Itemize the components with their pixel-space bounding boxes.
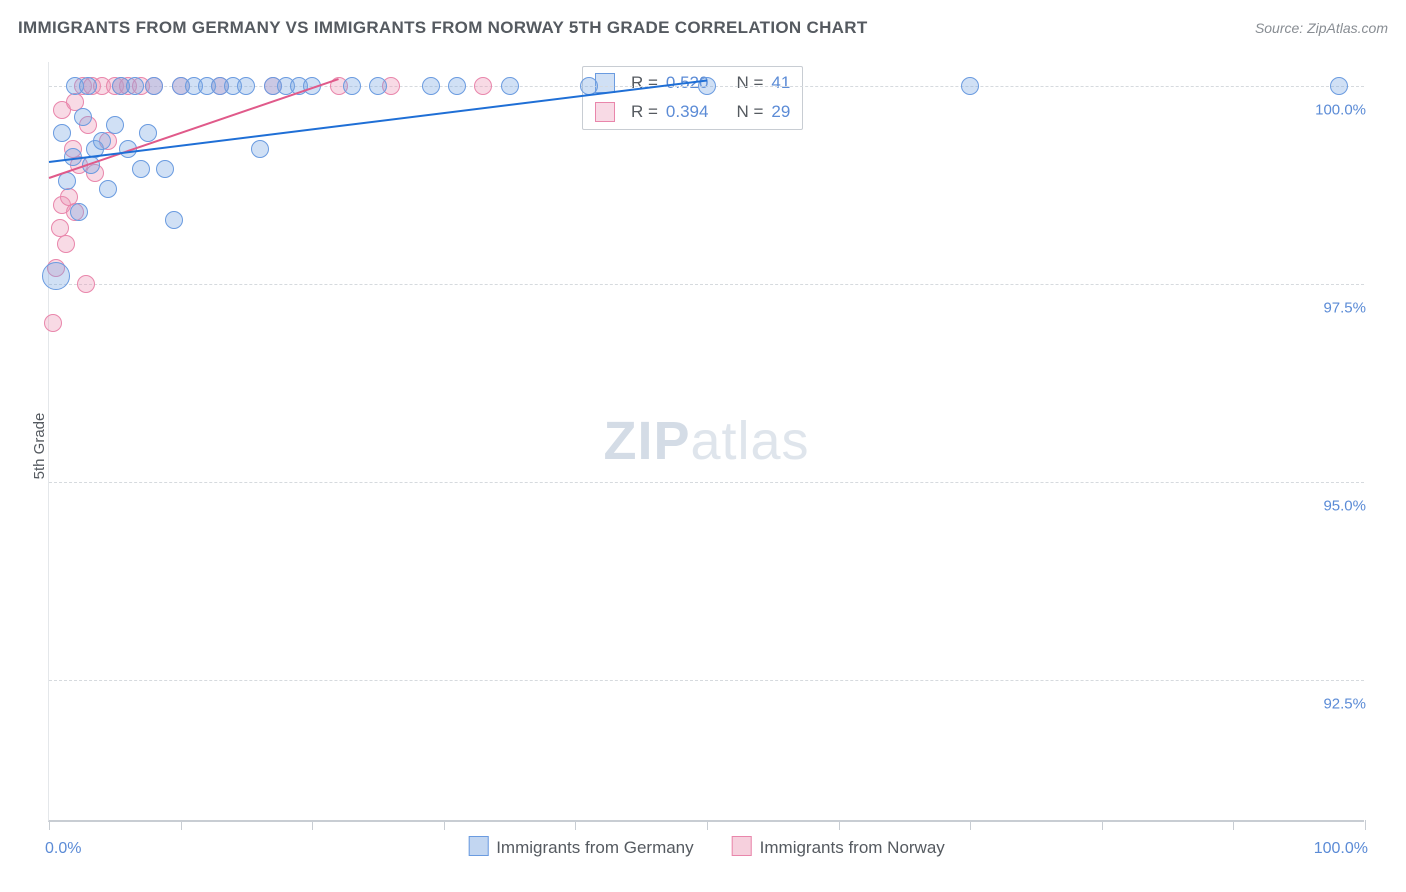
scatter-plot-area: ZIPatlas R = 0.520 N = 41 R = 0.394 N = … (48, 62, 1364, 822)
watermark: ZIPatlas (603, 410, 809, 472)
legend-item-norway: Immigrants from Norway (732, 836, 945, 858)
y-tick-label: 100.0% (1311, 101, 1366, 118)
data-point-germany (42, 262, 70, 290)
y-axis-label: 5th Grade (31, 413, 48, 480)
x-tick (839, 820, 840, 830)
stats-row-germany: R = 0.520 N = 41 (583, 69, 802, 98)
data-point-germany (369, 77, 387, 95)
n-value-germany: 41 (771, 69, 790, 98)
data-point-germany (165, 211, 183, 229)
data-point-germany (448, 77, 466, 95)
data-point-germany (132, 160, 150, 178)
x-tick (575, 820, 576, 830)
n-value-norway: 29 (771, 98, 790, 127)
x-tick (1233, 820, 1234, 830)
x-tick (49, 820, 50, 830)
gridline (49, 482, 1364, 483)
swatch-norway-icon (595, 102, 615, 122)
n-label: N = (736, 98, 763, 127)
watermark-rest: atlas (690, 411, 809, 471)
data-point-germany (251, 140, 269, 158)
correlation-stats-box: R = 0.520 N = 41 R = 0.394 N = 29 (582, 66, 803, 130)
gridline (49, 284, 1364, 285)
gridline (49, 680, 1364, 681)
data-point-germany (343, 77, 361, 95)
x-tick (1102, 820, 1103, 830)
data-point-norway (474, 77, 492, 95)
legend-label-norway: Immigrants from Norway (760, 838, 945, 857)
r-label: R = (631, 69, 658, 98)
data-point-norway (57, 235, 75, 253)
data-point-germany (126, 77, 144, 95)
data-point-germany (1330, 77, 1348, 95)
r-value-norway: 0.394 (666, 98, 709, 127)
data-point-germany (70, 203, 88, 221)
data-point-germany (580, 77, 598, 95)
data-point-germany (156, 160, 174, 178)
series-legend: Immigrants from Germany Immigrants from … (468, 836, 945, 858)
swatch-norway-icon (732, 836, 752, 856)
r-label: R = (631, 98, 658, 127)
x-tick (181, 820, 182, 830)
data-point-germany (74, 108, 92, 126)
data-point-germany (93, 132, 111, 150)
x-axis-max-label: 100.0% (1314, 840, 1368, 858)
legend-item-germany: Immigrants from Germany (468, 836, 693, 858)
data-point-germany (501, 77, 519, 95)
title-bar: IMMIGRANTS FROM GERMANY VS IMMIGRANTS FR… (18, 18, 1388, 38)
data-point-germany (145, 77, 163, 95)
x-tick (312, 820, 313, 830)
x-tick (444, 820, 445, 830)
source-attribution: Source: ZipAtlas.com (1255, 20, 1388, 36)
stats-row-norway: R = 0.394 N = 29 (583, 98, 802, 127)
x-tick (707, 820, 708, 830)
data-point-germany (79, 77, 97, 95)
data-point-norway (44, 314, 62, 332)
data-point-germany (237, 77, 255, 95)
data-point-norway (77, 275, 95, 293)
x-tick (1365, 820, 1366, 830)
x-axis-min-label: 0.0% (45, 840, 81, 858)
n-label: N = (736, 69, 763, 98)
watermark-bold: ZIP (603, 411, 690, 471)
x-tick (970, 820, 971, 830)
data-point-germany (53, 124, 71, 142)
y-tick-label: 92.5% (1319, 695, 1366, 712)
y-tick-label: 95.0% (1319, 497, 1366, 514)
data-point-germany (422, 77, 440, 95)
data-point-germany (99, 180, 117, 198)
data-point-germany (139, 124, 157, 142)
legend-label-germany: Immigrants from Germany (496, 838, 693, 857)
chart-title: IMMIGRANTS FROM GERMANY VS IMMIGRANTS FR… (18, 18, 868, 38)
swatch-germany-icon (468, 836, 488, 856)
y-tick-label: 97.5% (1319, 299, 1366, 316)
data-point-germany (961, 77, 979, 95)
data-point-germany (106, 116, 124, 134)
